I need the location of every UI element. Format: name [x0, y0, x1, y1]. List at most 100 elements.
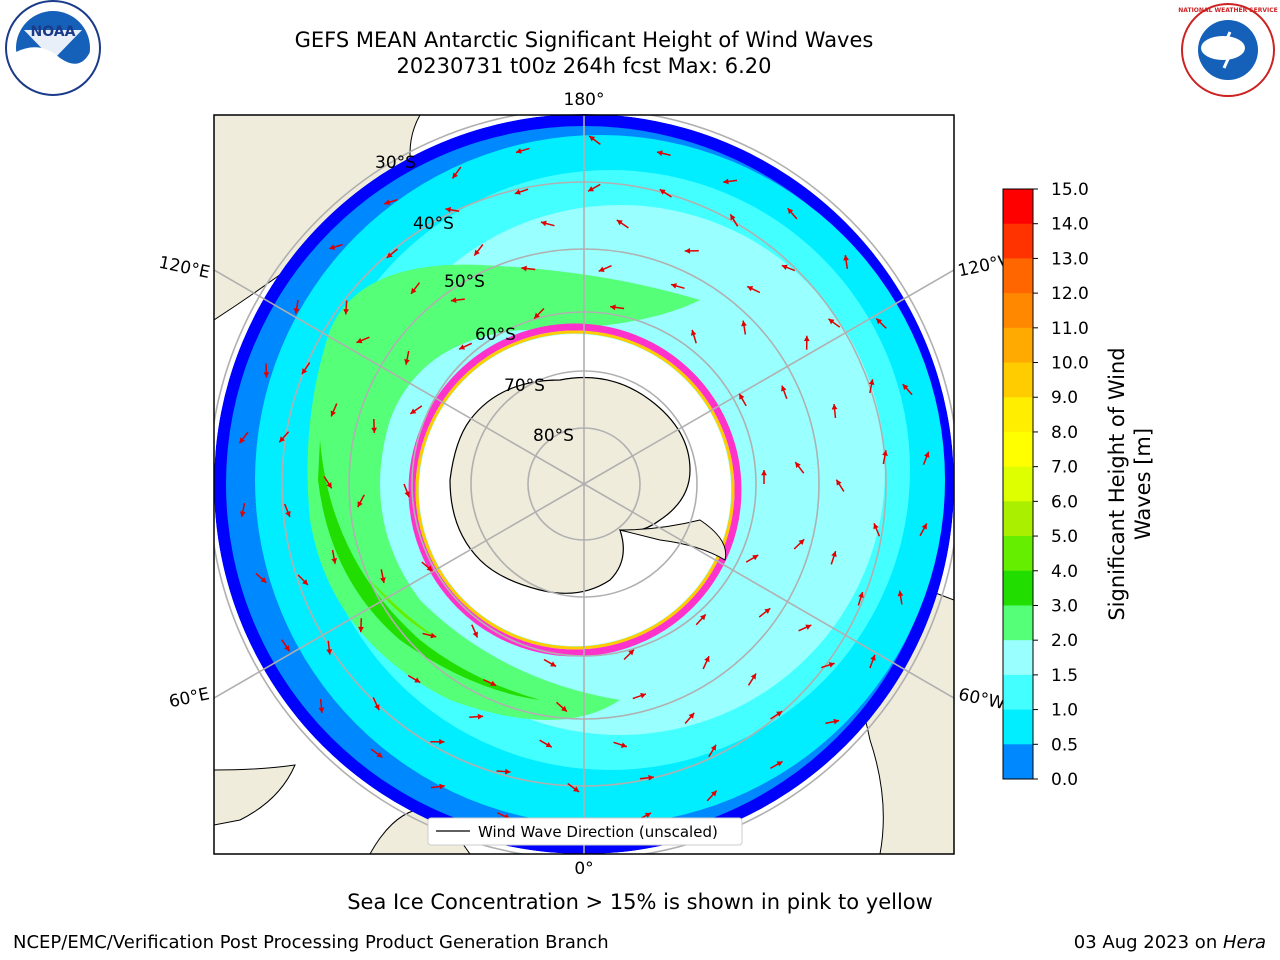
wave-direction-arrowhead	[750, 673, 757, 680]
wave-direction-arrowhead	[540, 220, 547, 227]
wave-direction-arrowhead	[404, 491, 410, 498]
wave-direction-arrowhead	[610, 304, 616, 311]
wave-direction-arrowhead	[474, 249, 480, 256]
colorbar-tick-label: 11.0	[1051, 319, 1089, 339]
wave-direction-arrowhead	[831, 404, 838, 410]
wave-direction-arrowhead	[439, 738, 445, 745]
wave-direction-arrowhead	[414, 677, 421, 683]
wave-direction-arrowhead	[628, 649, 635, 656]
colorbar-segment	[1003, 744, 1033, 780]
wave-direction-arrowhead	[644, 812, 651, 818]
map-title: GEFS MEAN Antarctic Significant Height o…	[294, 28, 874, 52]
wave-direction-arrowhead	[671, 283, 677, 289]
wave-direction-arrowhead	[858, 592, 864, 598]
wave-direction-arrowhead	[836, 479, 842, 486]
wave-direction-arrowhead	[924, 451, 930, 458]
wave-direction-arrowhead	[426, 565, 433, 572]
wave-direction-arrowhead	[805, 624, 812, 630]
wave-direction-arrowhead	[411, 287, 417, 294]
wave-direction-arrowhead	[828, 318, 835, 325]
colorbar-tick-label: 3.0	[1051, 596, 1078, 616]
wave-direction-arrowhead	[704, 656, 710, 663]
africa-landmass	[214, 764, 296, 826]
wave-direction-arrowhead	[331, 558, 338, 564]
colorbar-tick-label: 15.0	[1051, 180, 1089, 200]
wave-direction-arrowhead	[490, 680, 497, 686]
wave-direction-arrowhead	[659, 189, 666, 195]
lon-label-60e: 60°E	[167, 684, 211, 712]
lon-label-120e: 120°E	[157, 253, 212, 283]
wave-direction-arrowhead	[450, 297, 457, 304]
map-frame	[213, 114, 955, 855]
wave-direction-arrowhead	[700, 614, 706, 621]
wave-direction-arrowhead	[263, 372, 270, 378]
wave-direction-arrowhead	[776, 711, 783, 717]
wave-direction-arrowhead	[404, 359, 410, 365]
wave-direction-arrowhead	[598, 266, 605, 272]
wave-direction-arrowhead	[843, 255, 849, 261]
colorbar-tick-label: 7.0	[1051, 458, 1078, 478]
wave-direction-arrowhead	[803, 335, 810, 342]
wave-direction-arrowhead	[688, 712, 695, 719]
wave-direction-arrowhead	[545, 742, 552, 748]
colorbar-segment	[1003, 570, 1033, 606]
wave-direction-arrowhead	[343, 308, 349, 315]
colorbar-segment	[1003, 397, 1033, 433]
wave-direction-arrowhead	[386, 252, 393, 258]
colorbar-segment	[1003, 640, 1033, 676]
wave-direction-arrowhead	[410, 408, 417, 414]
colorbar-tick-label: 4.0	[1051, 562, 1078, 582]
wave-direction-arrowhead	[921, 523, 927, 530]
colorbar-tick-label: 13.0	[1051, 249, 1089, 269]
footer-date-text: 03 Aug 2023 on	[1073, 932, 1223, 953]
wave-direction-arrowhead	[589, 135, 596, 142]
wave-direction-arrowhead	[640, 692, 647, 699]
colorbar-segment	[1003, 466, 1033, 502]
noaa-logo: NOAA	[5, 0, 101, 96]
wave-direction-arrowhead	[358, 626, 364, 633]
colorbar-tick-label: 5.0	[1051, 527, 1078, 547]
colorbar-segment	[1003, 362, 1033, 398]
wave-direction-arrowhead	[472, 631, 478, 638]
wave-direction-arrowhead	[868, 379, 875, 385]
wave-direction-arrowhead	[357, 501, 363, 508]
colorbar: Significant Height of WindWaves [m] 15.0…	[1002, 180, 1155, 790]
colorbar-segment	[1003, 501, 1033, 537]
sea-ice-note: Sea Ice Concentration > 15% is shown in …	[347, 890, 933, 914]
lon-label-180: 180°	[564, 90, 605, 110]
wave-direction-arrowhead	[684, 248, 691, 254]
lon-label-60w: 60°W	[957, 685, 1007, 714]
wave-direction-arrowhead	[795, 462, 801, 468]
wave-direction-arrowhead	[371, 427, 378, 433]
wave-direction-arrowhead	[374, 704, 380, 711]
wave-direction-arrowhead	[711, 790, 717, 797]
wave-direction-arrowhead	[781, 264, 788, 271]
colorbar-segment	[1003, 605, 1033, 641]
wave-direction-arrowhead	[514, 189, 521, 195]
wave-direction-arrowhead	[239, 511, 246, 517]
wave-direction-arrowhead	[279, 436, 285, 443]
wind-wave-direction-arrows	[238, 135, 930, 832]
wave-direction-arrowhead	[284, 645, 290, 652]
wave-direction-arrowhead	[380, 577, 386, 584]
legend-label: Wind Wave Direction (unscaled)	[478, 823, 718, 841]
wave-direction-arrowhead	[459, 344, 466, 350]
wave-direction-arrowhead	[870, 654, 876, 661]
colorbar-tick-label: 0.0	[1051, 770, 1078, 790]
wave-direction-arrowhead	[833, 718, 840, 725]
wave-direction-arrowhead	[828, 662, 835, 668]
wave-direction-arrowhead	[588, 186, 595, 192]
colorbar-tick-label: 14.0	[1051, 215, 1089, 235]
wave-direction-arrowhead	[318, 707, 325, 714]
wave-direction-arrowhead	[876, 318, 883, 325]
wave-direction-arrowhead	[798, 539, 805, 546]
wave-direction-arrowhead	[521, 265, 527, 272]
wave-direction-arrowhead	[620, 742, 627, 748]
lat-label-40s: 40°S	[413, 214, 454, 234]
wave-direction-arrowhead	[761, 470, 767, 476]
colorbar-segment	[1003, 431, 1033, 468]
colorbar-label: Significant Height of WindWaves [m]	[1105, 347, 1155, 620]
wave-direction-arrowhead	[329, 244, 336, 250]
footer-date: 03 Aug 2023 on Hera	[1074, 932, 1266, 953]
